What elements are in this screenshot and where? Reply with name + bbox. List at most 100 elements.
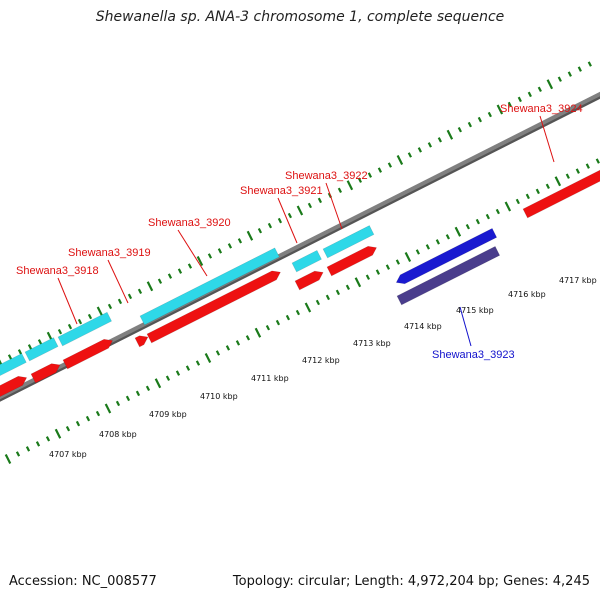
inner-minor-tick <box>125 395 131 402</box>
outer-minor-tick <box>267 222 273 229</box>
outer-minor-tick <box>167 273 173 279</box>
inner-major-tick <box>154 378 162 389</box>
outer-minor-tick <box>187 263 193 269</box>
outer-minor-tick <box>417 147 422 153</box>
ruler-label: 4715 kbp <box>456 306 494 315</box>
gene-label: Shewana3_3920 <box>148 217 231 229</box>
inner-minor-tick <box>15 451 21 457</box>
cds-feature <box>294 270 324 291</box>
inner-minor-tick <box>565 173 570 179</box>
outer-major-tick <box>196 256 204 266</box>
outer-minor-tick <box>207 253 213 259</box>
gene-label: Shewana3_3922 <box>285 170 368 182</box>
gene-feature <box>0 353 27 377</box>
inner-minor-tick <box>165 375 171 381</box>
cds-feature <box>326 245 378 277</box>
outer-minor-tick <box>557 76 562 82</box>
ruler-label: 4714 kbp <box>404 322 442 331</box>
inner-major-tick <box>204 353 212 363</box>
inner-major-tick <box>354 277 362 288</box>
inner-minor-tick <box>495 208 500 215</box>
inner-minor-tick <box>25 446 31 452</box>
outer-minor-tick <box>407 152 412 158</box>
map-title: Shewanella sp. ANA-3 chromosome 1, compl… <box>95 9 505 25</box>
ruler-label: 4709 kbp <box>149 410 187 419</box>
outer-minor-tick <box>307 202 313 209</box>
inner-minor-tick <box>95 410 101 417</box>
inner-minor-tick <box>295 309 301 316</box>
ruler-label: 4716 kbp <box>508 290 546 299</box>
inner-minor-tick <box>415 249 420 255</box>
inner-minor-tick <box>545 183 550 190</box>
ruler-label: 4708 kbp <box>99 430 137 439</box>
leader-line <box>57 277 78 325</box>
inner-minor-tick <box>65 425 71 432</box>
inner-minor-tick <box>175 370 181 376</box>
inner-major-tick <box>404 252 412 262</box>
ruler-label: 4717 kbp <box>559 276 597 285</box>
inner-minor-tick <box>145 385 151 392</box>
gene-feature <box>139 247 280 326</box>
inner-major-tick <box>454 226 462 237</box>
outer-minor-tick <box>517 96 522 103</box>
outer-minor-tick <box>377 167 382 173</box>
inner-minor-tick <box>475 218 480 225</box>
inner-minor-tick <box>575 168 580 174</box>
outer-major-tick <box>446 129 454 140</box>
inner-major-tick <box>304 302 312 313</box>
outer-tick-ring <box>0 61 592 367</box>
inner-minor-tick <box>225 345 231 351</box>
inner-minor-tick <box>265 324 271 331</box>
inner-minor-tick <box>215 350 221 356</box>
ruler-label: 4713 kbp <box>353 339 391 348</box>
outer-minor-tick <box>577 66 582 72</box>
inner-minor-tick <box>185 365 191 371</box>
inner-tick-ring <box>4 158 600 464</box>
gene-feature <box>322 225 375 259</box>
outer-major-tick <box>346 180 354 191</box>
outer-minor-tick <box>357 177 362 183</box>
inner-minor-tick <box>135 390 141 397</box>
outer-minor-tick <box>7 354 13 360</box>
outer-minor-tick <box>217 248 223 254</box>
outer-minor-tick <box>137 288 143 295</box>
outer-major-tick <box>246 230 254 241</box>
outer-minor-tick <box>587 61 592 67</box>
outer-minor-tick <box>567 71 572 77</box>
leader-line <box>539 115 555 163</box>
label-leader-lines <box>57 115 555 347</box>
inner-minor-tick <box>365 274 370 280</box>
inner-minor-tick <box>385 264 390 270</box>
gene-label: Shewana3_3919 <box>68 247 151 259</box>
inner-minor-tick <box>435 239 440 245</box>
inner-minor-tick <box>285 314 291 321</box>
outer-minor-tick <box>177 268 183 274</box>
gene-feature <box>291 249 322 273</box>
outer-minor-tick <box>27 344 33 350</box>
outer-minor-tick <box>317 197 323 204</box>
outer-minor-tick <box>37 339 43 345</box>
inner-minor-tick <box>345 284 351 291</box>
outer-minor-tick <box>487 111 492 118</box>
outer-minor-tick <box>287 212 293 219</box>
outer-minor-tick <box>387 162 392 168</box>
inner-major-tick <box>254 327 262 338</box>
ruler-label: 4707 kbp <box>49 450 87 459</box>
inner-minor-tick <box>315 299 321 306</box>
outer-minor-tick <box>127 293 133 300</box>
inner-minor-tick <box>195 360 201 366</box>
outer-minor-tick <box>67 323 73 330</box>
inner-minor-tick <box>245 335 251 341</box>
inner-minor-tick <box>465 223 470 230</box>
inner-minor-tick <box>325 294 331 301</box>
inner-minor-tick <box>525 193 530 200</box>
outer-minor-tick <box>457 126 462 133</box>
leader-line <box>325 182 343 230</box>
inner-minor-tick <box>395 259 400 265</box>
outer-minor-tick <box>527 91 532 98</box>
outer-minor-tick <box>337 187 343 194</box>
inner-minor-tick <box>85 415 91 422</box>
accession-text: Accession: NC_008577 <box>9 574 157 589</box>
inner-minor-tick <box>335 289 341 296</box>
outer-minor-tick <box>237 238 243 244</box>
